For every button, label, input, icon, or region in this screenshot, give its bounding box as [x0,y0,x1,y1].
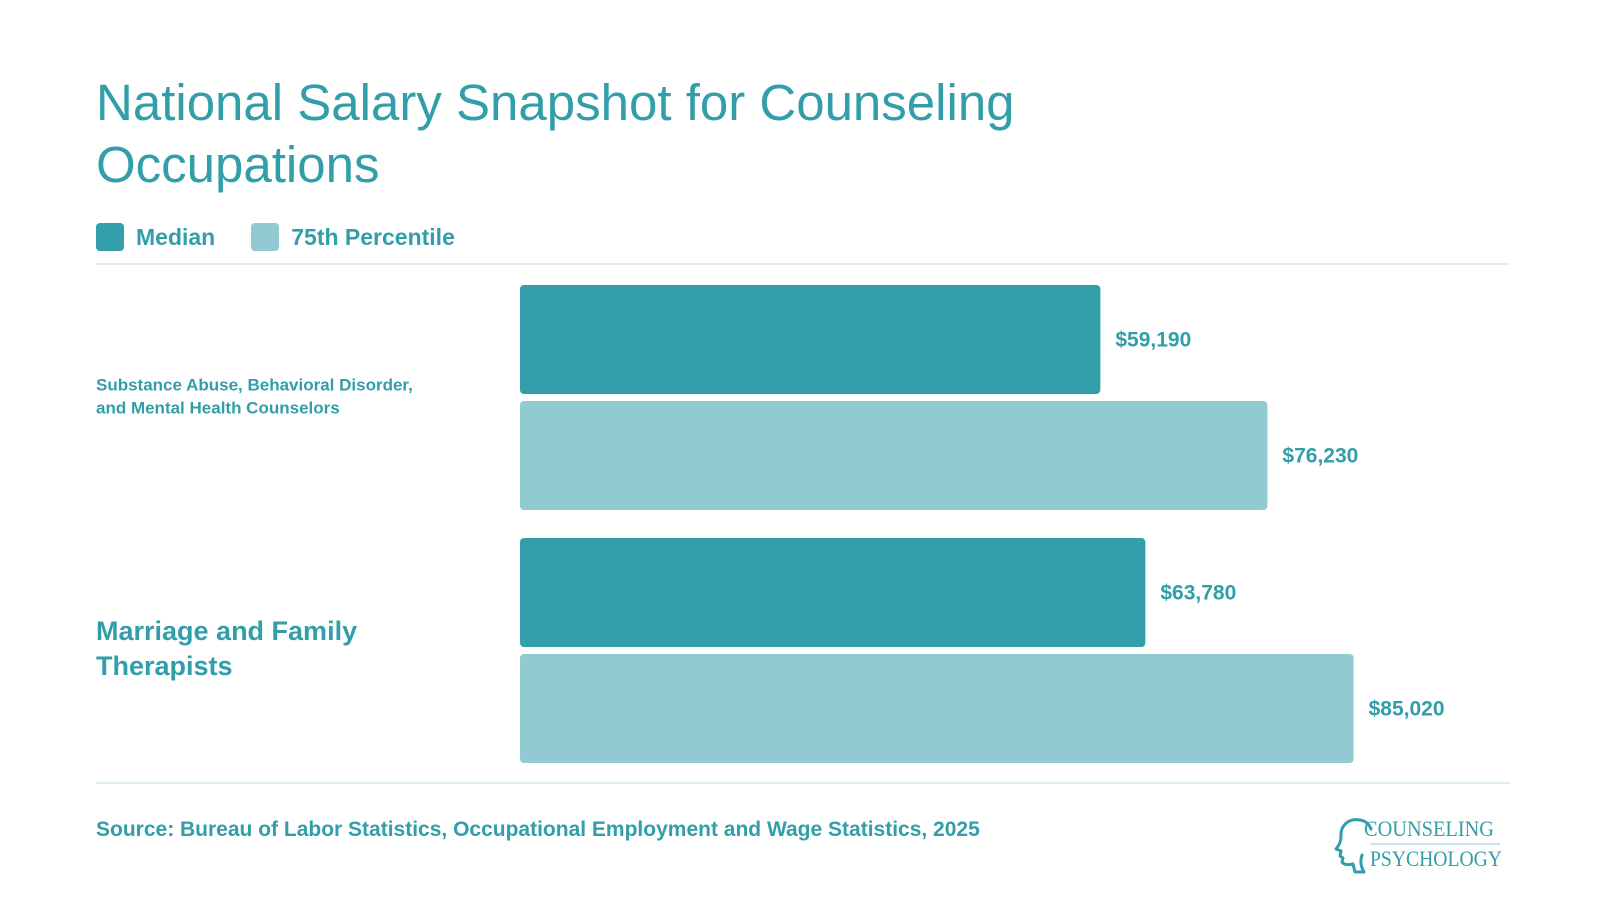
category-label-line: Marriage and Family [96,616,357,646]
chart-title: National Salary Snapshot for Counseling … [96,74,1015,193]
head-profile-icon [1334,818,1373,874]
counseling-psychology-logo: COUNSELING PSYCHOLOGY [1334,816,1502,874]
bar-75th-percentile [520,401,1268,510]
category-label: Marriage and Family Therapists [96,616,357,681]
legend-swatch-median [96,223,124,251]
legend-label-75th-percentile: 75th Percentile [291,223,455,250]
data-label: $59,190 [1115,329,1191,352]
data-label: $63,780 [1160,582,1236,605]
logo-text-line1: COUNSELING [1364,816,1494,841]
legend: Median 75th Percentile [96,222,491,252]
bar-75th-percentile [520,654,1354,763]
category-label-line: and Mental Health Counselors [96,398,340,417]
top-divider [96,263,1510,265]
category-label-line: Therapists [96,651,233,681]
bar-median [520,285,1101,394]
data-label: $76,230 [1282,445,1358,468]
legend-label-median: Median [136,223,216,250]
category-label: Substance Abuse, Behavioral Disorder, and… [96,375,413,417]
logo-text-line2: PSYCHOLOGY [1370,846,1502,871]
source-note: Source: Bureau of Labor Statistics, Occu… [96,818,980,841]
legend-item-75th-percentile: 75th Percentile [251,223,455,251]
bottom-divider [96,782,1510,784]
category-label-line: Substance Abuse, Behavioral Disorder, [96,375,413,394]
data-label: $85,020 [1369,698,1445,721]
legend-swatch-75th-percentile [251,223,280,251]
bar-median [520,538,1146,647]
legend-item-median: Median [96,223,215,251]
